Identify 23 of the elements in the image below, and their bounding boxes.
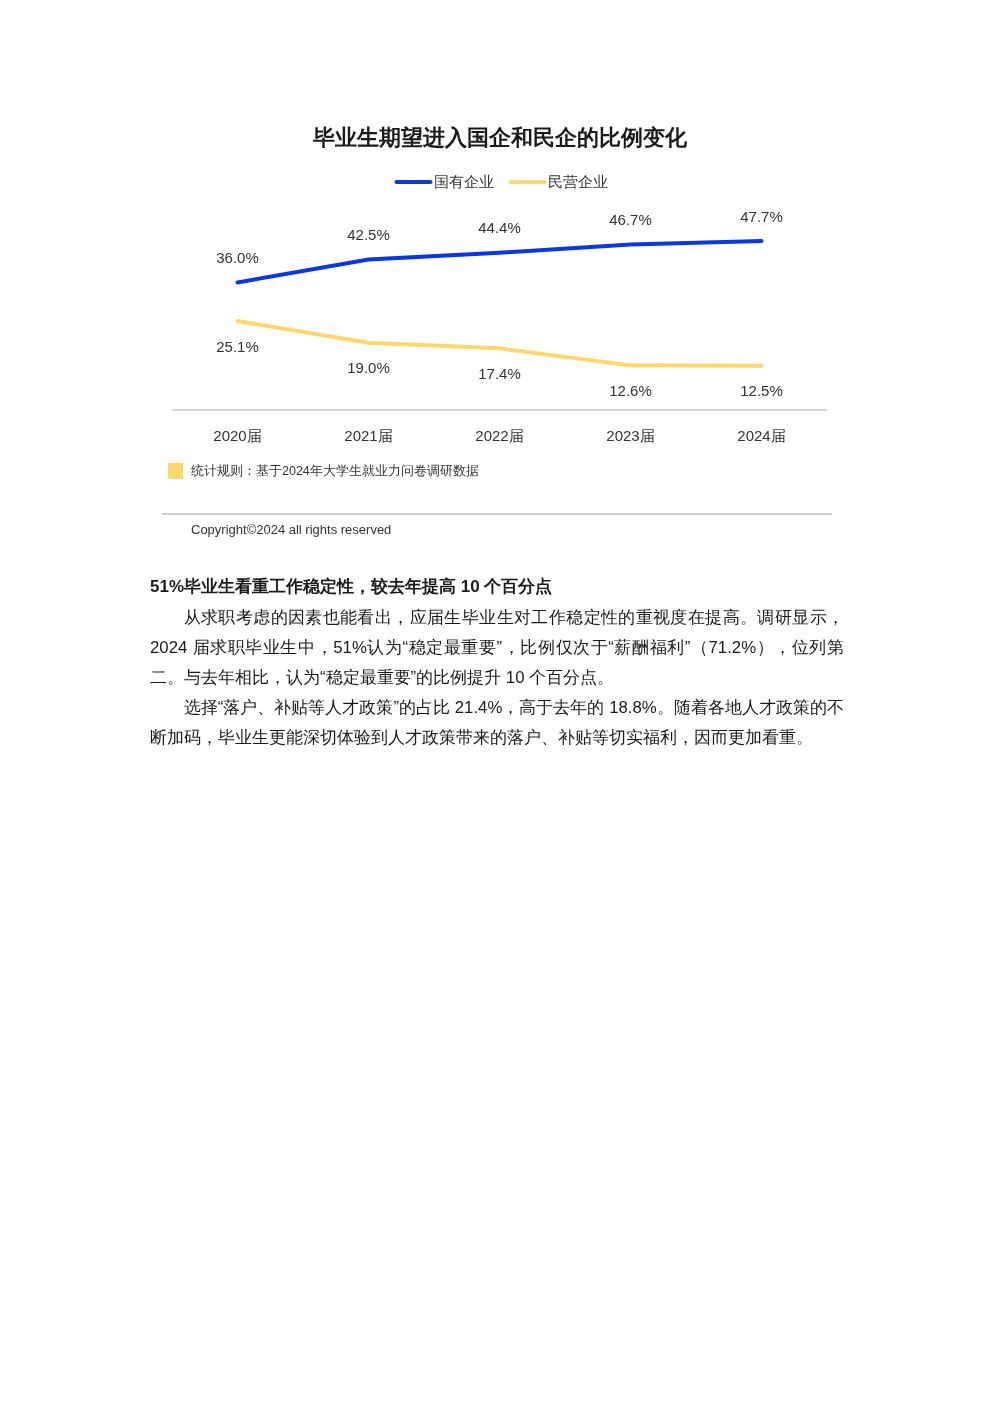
x-tick-label: 2022届 — [475, 426, 524, 444]
copyright: Copyright©2024 all rights reserved — [191, 521, 392, 537]
x-tick-label: 2024届 — [737, 426, 786, 444]
legend-label: 国有企业 — [433, 174, 494, 190]
text: 36.0% — [216, 248, 259, 266]
title: 毕业生期望进入国企和民企的比例变化 — [313, 124, 687, 150]
text: 42.5% — [347, 225, 390, 243]
legend-label: 民营企业 — [547, 174, 608, 190]
text: 12.5% — [740, 382, 783, 400]
x-tick-label: 2023届 — [606, 426, 655, 444]
text: 17.4% — [478, 364, 521, 382]
text: 选择“落户、补贴等人才政策”的占比 21.4%，高于去年的 18.8%。随着各地人才政策的不断加码，毕业生更能深切体验到人才政策带来的落户、补贴等切实福利，因而更加看重。 — [150, 697, 844, 749]
text: 25.1% — [216, 337, 259, 355]
x-tick-label: 2021届 — [344, 426, 393, 444]
text: 12.6% — [609, 381, 652, 399]
text: 51%毕业生看重工作稳定性，较去年提高 10 个百分点 — [150, 576, 553, 598]
note: 统计规则：基于2024年大学生就业力问卷调研数据 — [191, 464, 479, 478]
x-tick-label: 2020届 — [213, 426, 262, 444]
text: 46.7% — [609, 211, 652, 229]
text: 47.7% — [740, 207, 783, 225]
text: 19.0% — [347, 359, 390, 377]
text: 从求职考虑的因素也能看出，应届生毕业生对工作稳定性的重视度在提高。调研显示，2024 届求职毕业生中，51%认为“稳定最重要”，比例仅次于“薪酬福利”（71.2%），位列第二。与去年相比，认为“稳定最重要”的比例提升 10 个百分点。 — [150, 607, 844, 689]
text: 44.4% — [478, 219, 521, 237]
